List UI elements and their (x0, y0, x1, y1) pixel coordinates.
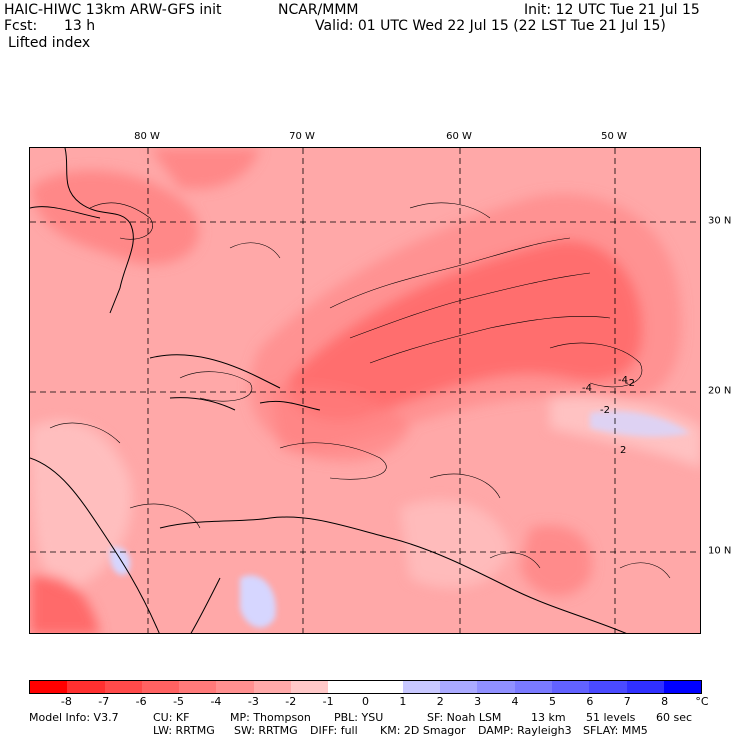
colorbar-segment (589, 681, 627, 693)
colorbar-segment (179, 681, 217, 693)
lon-label-70w: 70 W (289, 131, 315, 142)
lifted-index-map: -4 -2 -2 -4 2 (29, 147, 701, 634)
model-title: HAIC-HIWC 13km ARW-GFS init (4, 2, 222, 18)
colorbar-tick-label: 7 (623, 695, 631, 708)
model-info-lw: LW: RRTMG (153, 724, 215, 737)
colorbar-unit: °C (695, 695, 709, 708)
colorbar-segment (663, 681, 702, 693)
field-shading (30, 148, 700, 633)
colorbar-tick-label: -6 (135, 695, 147, 708)
colorbar-segment (67, 681, 105, 693)
init-time: Init: 12 UTC Tue 21 Jul 15 (524, 2, 700, 18)
colorbar-tick-label: -4 (210, 695, 222, 708)
colorbar-segment (365, 681, 403, 693)
lon-label-50w: 50 W (601, 131, 627, 142)
colorbar-tick-label: -7 (98, 695, 110, 708)
model-info-timestep: 60 sec (656, 711, 693, 724)
colorbar-tick-label: -3 (247, 695, 259, 708)
colorbar-tick-label: 4 (511, 695, 519, 708)
colorbar-tick-label: -1 (322, 695, 334, 708)
model-info-damp: DAMP: Rayleigh3 (478, 724, 572, 737)
colorbar-segment (141, 681, 180, 693)
contour-label: 2 (620, 445, 626, 456)
colorbar-tick-label: 8 (661, 695, 669, 708)
fcst-value: 13 h (64, 18, 96, 34)
model-info-sflay: SFLAY: MM5 (583, 724, 648, 737)
model-info-version: Model Info: V3.7 (29, 711, 119, 724)
colorbar-tick-label: 3 (474, 695, 482, 708)
lon-label-80w: 80 W (134, 131, 160, 142)
contour-label: -4 (582, 383, 592, 394)
contour-label: -2 (625, 378, 635, 389)
lon-label-60w: 60 W (446, 131, 472, 142)
colorbar-tick-label: -2 (285, 695, 297, 708)
colorbar-segment (626, 681, 664, 693)
model-info-sw: SW: RRTMG (234, 724, 298, 737)
colorbar-segment (30, 681, 68, 693)
model-info-mp: MP: Thompson (230, 711, 311, 724)
model-info-resolution: 13 km (531, 711, 566, 724)
colorbar-segment (328, 681, 366, 693)
colorbar-tick-label: 6 (586, 695, 594, 708)
model-info-diff: DIFF: full (310, 724, 358, 737)
contour-label: -4 (618, 375, 628, 386)
colorbar-segment (440, 681, 478, 693)
model-info-cu: CU: KF (153, 711, 190, 724)
colorbar-segment (253, 681, 291, 693)
field-name: Lifted index (8, 35, 91, 51)
lat-label-20n: 20 N (708, 385, 732, 397)
colorbar-segment (477, 681, 515, 693)
colorbar-tick-label: 2 (436, 695, 444, 708)
colorbar-segment (290, 681, 329, 693)
fcst-label: Fcst: (4, 18, 38, 34)
colorbar-segment (551, 681, 590, 693)
colorbar-tick-label: 0 (362, 695, 369, 708)
colorbar-segment (104, 681, 142, 693)
colorbar-segment (216, 681, 254, 693)
lat-label-30n: 30 N (708, 215, 732, 227)
colorbar-segment (402, 681, 441, 693)
colorbar-tick-label: -8 (60, 695, 72, 708)
colorbar-segment (514, 681, 552, 693)
org-label: NCAR/MMM (278, 2, 359, 18)
valid-time: Valid: 01 UTC Wed 22 Jul 15 (22 LST Tue … (315, 18, 666, 34)
lat-lon-grid (30, 148, 700, 633)
model-info-sf: SF: Noah LSM (427, 711, 502, 724)
colorbar (29, 680, 702, 694)
model-info-pbl: PBL: YSU (334, 711, 384, 724)
model-info-levels: 51 levels (586, 711, 636, 724)
colorbar-tick-label: 1 (399, 695, 407, 708)
colorbar-tick-label: -5 (173, 695, 185, 708)
model-info-km: KM: 2D Smagor (380, 724, 466, 737)
colorbar-tick-label: 5 (548, 695, 556, 708)
coastlines (30, 148, 627, 633)
contour-label: -2 (600, 405, 610, 416)
lat-label-10n: 10 N (708, 545, 732, 557)
